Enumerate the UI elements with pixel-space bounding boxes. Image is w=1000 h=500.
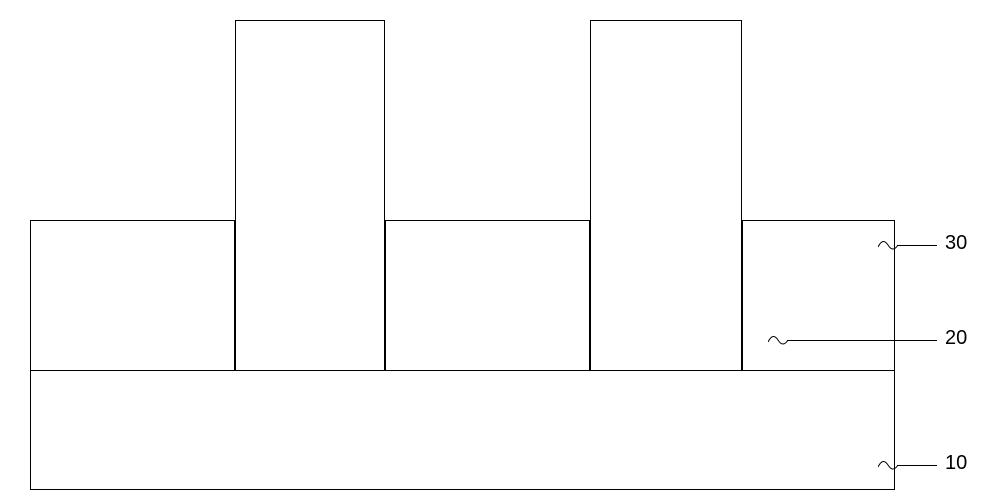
middle-layer-right (742, 220, 895, 370)
lead-curve-20 (768, 332, 788, 348)
label-10: 10 (945, 452, 967, 475)
lead-curve-10 (878, 457, 898, 473)
pillar-left (235, 20, 385, 370)
substrate-layer (30, 370, 895, 490)
middle-layer-left (30, 220, 235, 370)
lead-line-20 (787, 340, 937, 341)
middle-layer-center (385, 220, 590, 370)
label-20: 20 (945, 327, 967, 350)
cross-section-diagram: 30 20 10 (0, 0, 1000, 500)
lead-curve-30 (878, 237, 898, 253)
lead-line-30 (897, 245, 937, 246)
label-30: 30 (945, 232, 967, 255)
lead-line-10 (897, 465, 937, 466)
pillar-right (590, 20, 742, 370)
